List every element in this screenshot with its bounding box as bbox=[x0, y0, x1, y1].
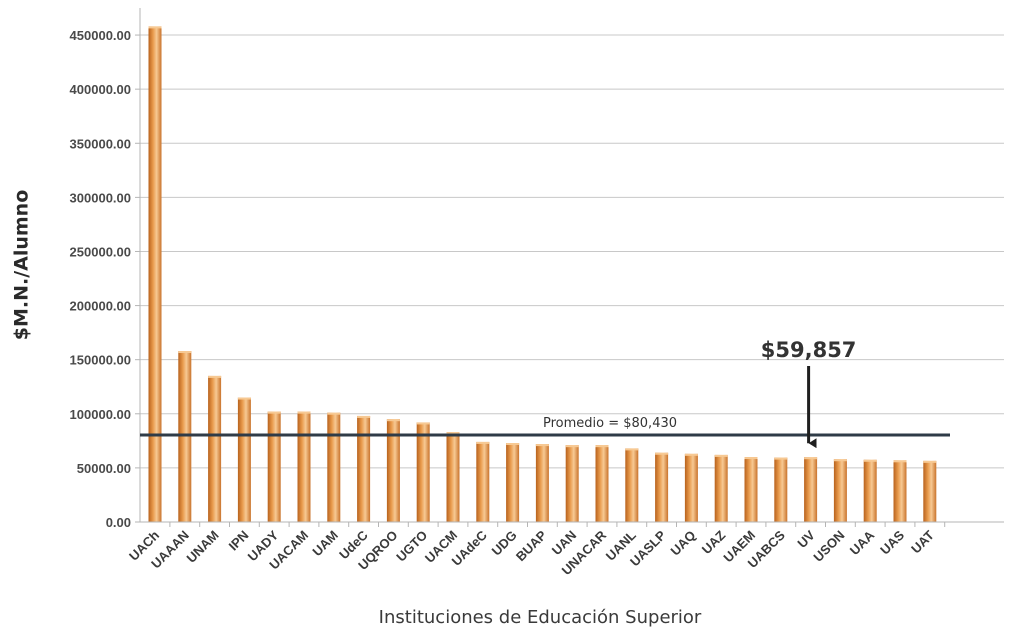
bars bbox=[148, 26, 937, 523]
y-tick-label: 100000.00 bbox=[70, 407, 131, 422]
bar-uat bbox=[923, 460, 937, 522]
bar-uaaan bbox=[178, 351, 192, 522]
y-axis-title: $M.N./Alumno bbox=[11, 190, 33, 341]
bar-udg bbox=[506, 443, 520, 522]
bar-cap-uaa bbox=[863, 459, 877, 462]
bar-uson bbox=[833, 459, 847, 522]
y-tick-label: 50000.00 bbox=[77, 461, 131, 476]
callout-value-label: $59,857 bbox=[761, 338, 857, 362]
y-tick-label: 300000.00 bbox=[70, 190, 131, 205]
bar-cap-uady bbox=[267, 411, 281, 414]
bar-cap-uacam bbox=[297, 411, 311, 414]
bar-uas bbox=[893, 460, 907, 522]
bar-uabcs bbox=[774, 457, 788, 522]
bar-cap-ipn bbox=[237, 397, 251, 400]
bar-cap-uanl bbox=[625, 448, 639, 451]
bar-uach bbox=[148, 26, 162, 523]
bar-uam bbox=[327, 412, 341, 522]
bar-cap-uadec bbox=[476, 441, 490, 444]
bar-cap-uabcs bbox=[774, 457, 788, 460]
bar-cap-uas bbox=[893, 460, 907, 463]
bar-cap-uaaan bbox=[178, 351, 192, 354]
bar-cap-uson bbox=[833, 459, 847, 462]
bar-ipn bbox=[237, 397, 251, 522]
y-tick-label: 200000.00 bbox=[70, 299, 131, 314]
y-tick-label: 400000.00 bbox=[70, 82, 131, 97]
x-category-label: UNAM bbox=[184, 528, 222, 566]
bar-uacm bbox=[446, 432, 460, 522]
bar-uanl bbox=[625, 448, 639, 522]
bar-cap-uat bbox=[923, 460, 937, 463]
bar-cap-uaem bbox=[744, 457, 758, 460]
bar-cap-unam bbox=[208, 375, 222, 378]
x-category-label: USON bbox=[810, 528, 847, 565]
x-category-label: UAT bbox=[908, 527, 937, 556]
bar-uaslp bbox=[655, 452, 669, 522]
x-category-label: BUAP bbox=[513, 527, 550, 564]
bar-uaq bbox=[684, 453, 698, 522]
bar-cap-uaq bbox=[684, 453, 698, 456]
y-axis-ticks: 0.00 50000.00 100000.00 150000.00 200000.00 2… bbox=[70, 28, 140, 530]
bar-cap-uach bbox=[148, 26, 162, 29]
bar-buap bbox=[535, 444, 549, 522]
bar-uaz bbox=[714, 454, 728, 522]
y-tick-label: 150000.00 bbox=[70, 353, 131, 368]
bar-cap-buap bbox=[535, 444, 549, 447]
y-tick-label: 450000.00 bbox=[70, 28, 131, 43]
y-tick-label: 350000.00 bbox=[70, 136, 131, 151]
bar-uv bbox=[804, 457, 818, 522]
bar-cap-ugto bbox=[416, 422, 430, 425]
x-category-label: UAA bbox=[847, 527, 878, 558]
bar-uady bbox=[267, 411, 281, 522]
bar-cap-uqroo bbox=[386, 419, 400, 422]
bar-ugto bbox=[416, 422, 430, 522]
bar-cap-uam bbox=[327, 412, 341, 415]
bar-udec bbox=[357, 415, 371, 522]
average-reference-label: Promedio = $80,430 bbox=[543, 416, 677, 431]
gridlines bbox=[140, 34, 1004, 469]
x-category-label: UAS bbox=[877, 527, 907, 557]
bar-cap-uaz bbox=[714, 454, 728, 457]
bar-cap-uan bbox=[565, 445, 579, 448]
bar-uacam bbox=[297, 411, 311, 522]
bar-cap-uaslp bbox=[655, 452, 669, 455]
bar-uan bbox=[565, 445, 579, 522]
bar-cap-uv bbox=[804, 457, 818, 460]
bar-uaem bbox=[744, 457, 758, 522]
x-category-label: UAM bbox=[309, 528, 341, 560]
bar-uqroo bbox=[386, 419, 400, 522]
x-category-label: UV bbox=[794, 527, 818, 551]
bar-uadec bbox=[476, 441, 490, 522]
bar-cap-unacar bbox=[595, 445, 609, 448]
bar-unacar bbox=[595, 445, 609, 522]
bar-unam bbox=[208, 375, 222, 522]
bar-cap-udg bbox=[506, 443, 520, 446]
x-category-label: UAQ bbox=[667, 528, 698, 559]
bar-cap-uacm bbox=[446, 432, 460, 435]
x-axis-title: Instituciones de Educación Superior bbox=[379, 607, 702, 628]
y-tick-label: 0.00 bbox=[106, 515, 131, 530]
bar-uaa bbox=[863, 459, 877, 522]
bar-cap-udec bbox=[357, 415, 371, 418]
y-tick-label: 250000.00 bbox=[70, 244, 131, 259]
